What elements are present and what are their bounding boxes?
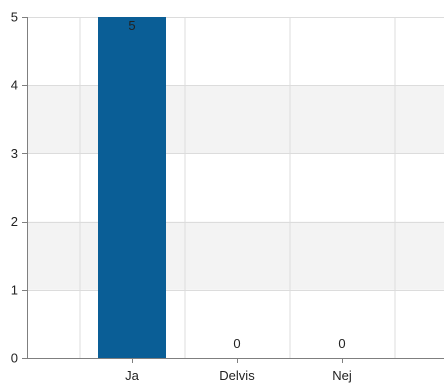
bar-series [98,17,166,358]
y-tick-label: 2 [11,214,18,229]
horizontal-gridlines [27,17,444,291]
plot-background-bands [27,85,444,290]
y-tick-label: 1 [11,282,18,297]
y-tick-label: 4 [11,78,18,93]
bar-ja [98,17,166,358]
axes [22,17,444,363]
x-tick-label: Nej [332,368,352,383]
y-axis-tick-labels: 0 1 2 3 4 5 [11,10,18,366]
data-label: 0 [338,336,345,351]
vertical-gridlines [79,17,396,358]
data-labels: 5 0 0 [128,18,345,351]
x-axis-tick-labels: Ja Delvis Nej [125,368,352,383]
y-tick-label: 3 [11,146,18,161]
y-tick-label: 5 [11,10,18,25]
data-label: 0 [233,336,240,351]
y-tick-label: 0 [11,351,18,366]
plot-band [27,221,444,290]
data-label: 5 [128,18,135,33]
plot-band [27,85,444,154]
x-tick-label: Delvis [219,368,255,383]
x-tick-label: Ja [125,368,140,383]
